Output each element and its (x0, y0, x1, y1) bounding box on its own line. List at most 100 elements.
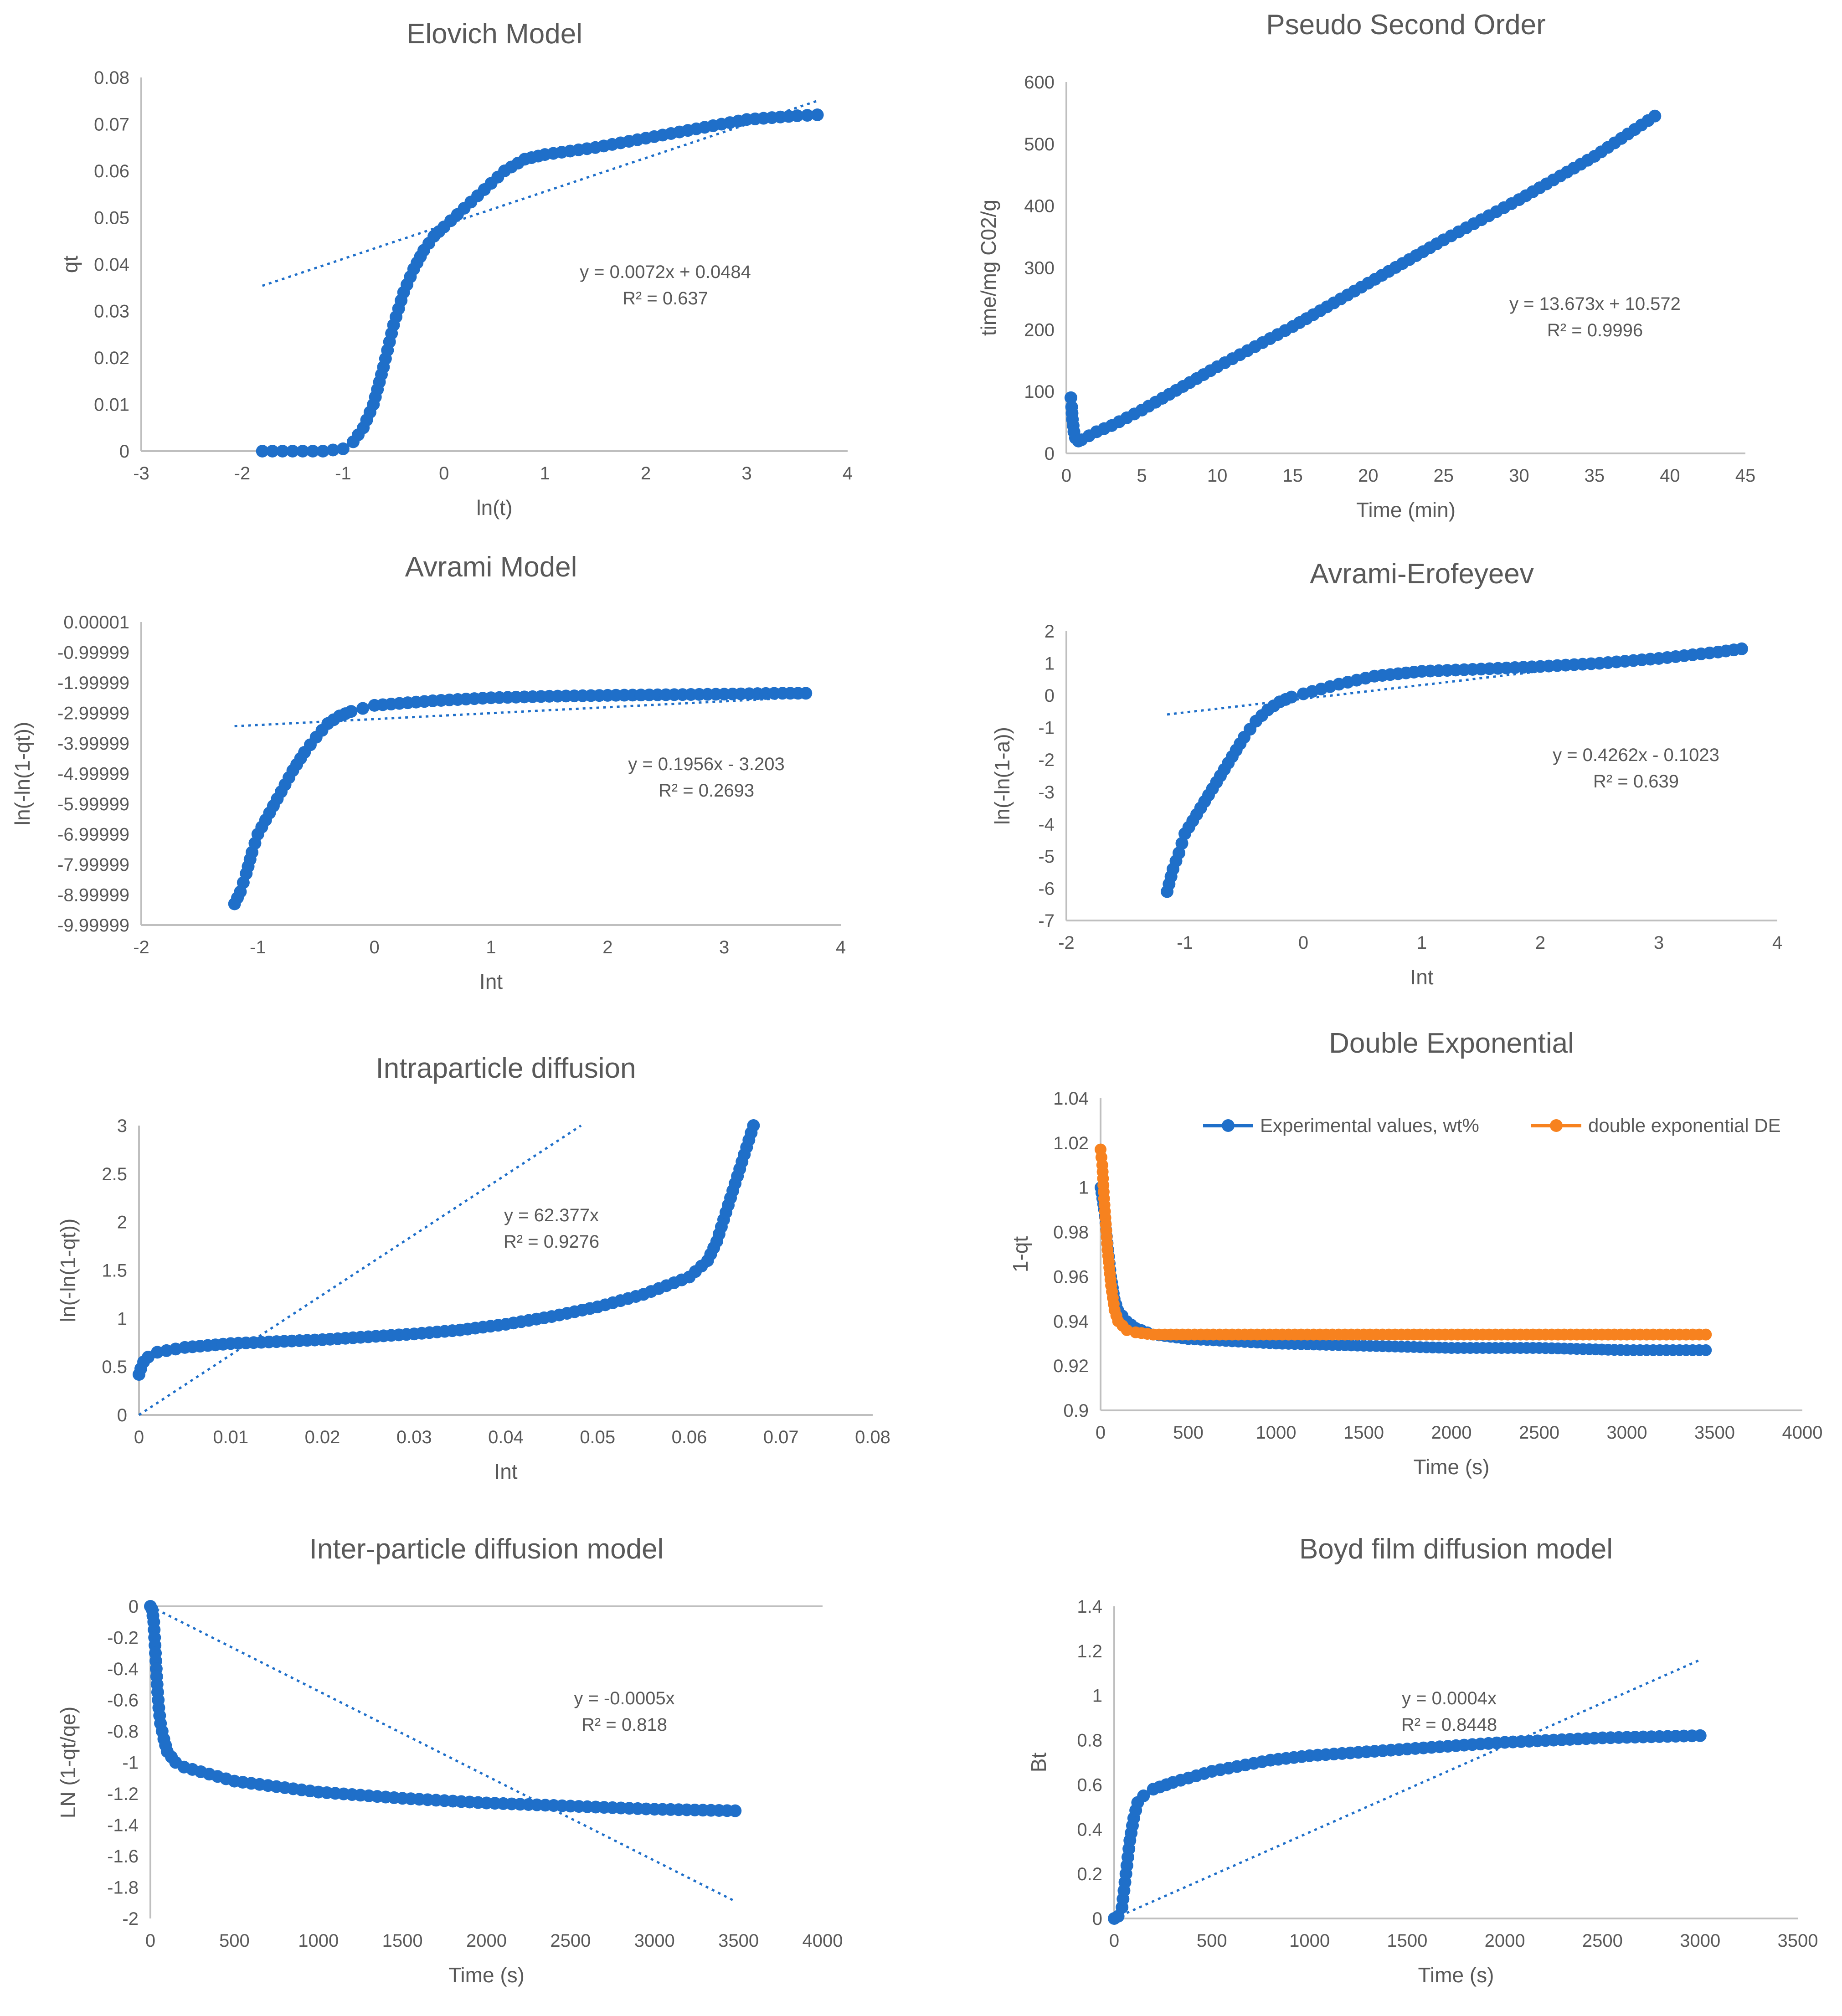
x-tick-label: 1500 (1387, 1931, 1427, 1951)
data-point (747, 1119, 760, 1132)
trendline-equation: y = 0.1956x - 3.203 (628, 754, 785, 774)
y-axis-label: 1-qt (1008, 1236, 1032, 1272)
data-point (306, 445, 319, 458)
y-tick-label: 1.04 (1053, 1089, 1089, 1109)
x-tick-label: 0.03 (396, 1427, 432, 1447)
chart-title: Inter-particle diffusion model (309, 1533, 664, 1565)
y-tick-label: -6.99999 (57, 825, 129, 845)
data-point (1735, 642, 1748, 655)
chart-elovich: Elovich Model -3 -2 -1 0 1 2 3 4 0 0.01 0.02 0.03 0.0… (58, 18, 853, 519)
x-tick-label: 2 (1535, 933, 1545, 953)
trendline-equation: y = 62.377x (504, 1205, 599, 1225)
trendline (1167, 647, 1742, 716)
x-tick-label: 45 (1735, 466, 1756, 486)
x-tick-label: 3 (741, 463, 751, 483)
chart-title: Avrami Model (405, 551, 577, 583)
y-tick-label: 0 (1092, 1909, 1102, 1929)
x-axis-label: Int (1410, 965, 1433, 989)
x-axis-label: Time (s) (1414, 1455, 1490, 1479)
x-tick-label: 1000 (298, 1931, 339, 1951)
y-tick-label: 400 (1024, 196, 1055, 216)
x-tick-label: 4000 (1782, 1423, 1823, 1443)
x-tick-label: -1 (335, 463, 351, 483)
x-tick-label: 500 (1173, 1423, 1204, 1443)
trendline-r2: R² = 0.639 (1593, 771, 1679, 792)
plot-area (133, 1119, 760, 1416)
x-tick-label: -2 (1058, 933, 1075, 953)
trendline-r2: R² = 0.9996 (1547, 320, 1643, 340)
y-tick-label: -1.99999 (57, 673, 129, 693)
y-tick-label: -4 (1038, 814, 1055, 834)
plot-area (1108, 1659, 1707, 1925)
y-tick-label: 0.94 (1053, 1311, 1089, 1332)
data-point (1700, 1344, 1712, 1356)
y-tick-label: -2 (1038, 750, 1055, 770)
data-point (276, 445, 289, 458)
y-tick-label: 200 (1024, 320, 1055, 340)
x-tick-label: 2 (602, 937, 612, 957)
data-point (326, 443, 340, 457)
data-point (1285, 690, 1298, 704)
x-tick-label: 3 (1654, 933, 1664, 953)
x-tick-label: 0 (1298, 933, 1308, 953)
series-line (1098, 1187, 1706, 1353)
data-point (801, 109, 814, 122)
x-tick-label: -1 (1177, 933, 1193, 953)
data-point (336, 442, 350, 455)
data-point (791, 109, 804, 123)
plot-area (228, 687, 813, 910)
trendline-r2: R² = 0.9276 (504, 1232, 599, 1252)
y-tick-label: 0.03 (94, 302, 129, 322)
y-tick-label: -0.99999 (57, 643, 129, 663)
data-point (266, 445, 279, 458)
x-tick-label: 30 (1509, 466, 1529, 486)
y-tick-label: -0.4 (107, 1659, 139, 1679)
y-tick-label: -7 (1038, 911, 1055, 931)
x-tick-label: 3000 (1607, 1423, 1647, 1443)
trendline (1113, 1659, 1701, 1920)
x-tick-label: 0.05 (580, 1427, 615, 1447)
y-tick-label: -1.8 (107, 1878, 139, 1898)
y-tick-label: 500 (1024, 134, 1055, 154)
chart-intra: Intraparticle diffusion 0 0.01 0.02 0.03 0.04… (56, 1053, 890, 1483)
chart-title: Pseudo Second Order (1266, 9, 1546, 41)
data-point (296, 445, 309, 458)
x-tick-label: 3500 (1694, 1423, 1735, 1443)
chart-title: Elovich Model (406, 18, 582, 50)
y-tick-label: 0.96 (1053, 1267, 1089, 1287)
data-point (1064, 391, 1077, 404)
plot-area (1095, 1143, 1712, 1356)
y-tick-label: -8.99999 (57, 885, 129, 905)
plot-area (1064, 109, 1662, 447)
y-tick-label: -7.99999 (57, 855, 129, 875)
y-tick-label: -1.4 (107, 1815, 139, 1836)
y-tick-label: -0.2 (107, 1628, 139, 1648)
y-tick-label: 2 (1044, 622, 1055, 642)
data-point (1175, 837, 1189, 850)
chart-avrami: Avrami Model -2 -1 0 1 2 3 4 0.00001 -0.99999 -1.9… (10, 551, 846, 993)
y-tick-label: 0 (1044, 444, 1055, 464)
x-tick-label: 4000 (803, 1931, 843, 1951)
y-tick-label: -1.6 (107, 1846, 139, 1867)
x-tick-label: 3000 (1680, 1931, 1720, 1951)
x-tick-label: 1000 (1289, 1931, 1330, 1951)
y-tick-label: 0.04 (94, 255, 129, 275)
trendline-equation: y = 0.0072x + 0.0484 (580, 262, 751, 282)
x-tick-label: 0.07 (763, 1427, 799, 1447)
x-tick-label: 10 (1207, 466, 1228, 486)
series-line (1098, 1149, 1706, 1337)
trendline-r2: R² = 0.637 (623, 288, 708, 309)
y-tick-label: 2.5 (102, 1164, 127, 1184)
data-point (799, 687, 813, 700)
data-point (1648, 109, 1662, 123)
y-tick-label: 0.08 (94, 68, 129, 88)
x-tick-label: 0 (1061, 466, 1071, 486)
x-tick-label: -2 (234, 463, 251, 483)
y-tick-label: -2.99999 (57, 704, 129, 724)
chart-boyd: Boyd film diffusion model 0 500 1000 1500 200… (1027, 1533, 1818, 1987)
data-point (1693, 1729, 1707, 1742)
y-tick-label: 2 (117, 1213, 127, 1233)
y-tick-label: -9.99999 (57, 915, 129, 936)
y-tick-label: 0.6 (1077, 1775, 1102, 1795)
y-tick-label: -5.99999 (57, 794, 129, 814)
